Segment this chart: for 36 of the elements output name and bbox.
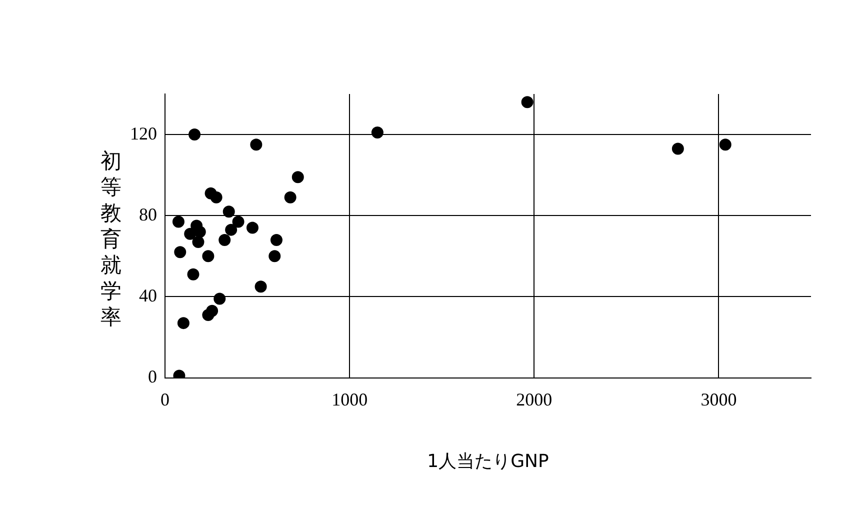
point [174, 246, 186, 258]
point [270, 234, 282, 246]
point [177, 317, 190, 330]
point [268, 250, 281, 262]
point [672, 142, 684, 155]
y-tick-label: 80 [139, 204, 157, 224]
x-tick-label: 3000 [700, 389, 737, 410]
point [188, 128, 201, 141]
point [187, 268, 200, 280]
x-axis-title: 1人当たりGNP [427, 450, 549, 472]
y-tick-label: 40 [139, 285, 157, 306]
point [206, 304, 218, 317]
point [172, 216, 184, 228]
x-tick-label: 1000 [332, 389, 368, 410]
x-tick-label: 0 [160, 389, 170, 410]
point [184, 228, 196, 240]
point [284, 191, 296, 204]
point [371, 126, 384, 139]
y-tick-label: 0 [148, 366, 157, 387]
point [202, 250, 214, 262]
point [292, 171, 304, 184]
point [521, 96, 534, 108]
point [218, 234, 231, 246]
y-axis-title: 初等教育就学率 [100, 148, 122, 330]
point [254, 280, 267, 293]
point [250, 138, 262, 151]
x-tick-label: 2000 [516, 389, 552, 410]
y-tick-label: 120 [130, 123, 157, 144]
point [232, 216, 244, 228]
point [192, 236, 204, 248]
point [210, 191, 222, 204]
point [225, 224, 238, 236]
point [719, 138, 732, 151]
point [246, 222, 258, 234]
point [222, 206, 235, 218]
point [214, 292, 226, 305]
